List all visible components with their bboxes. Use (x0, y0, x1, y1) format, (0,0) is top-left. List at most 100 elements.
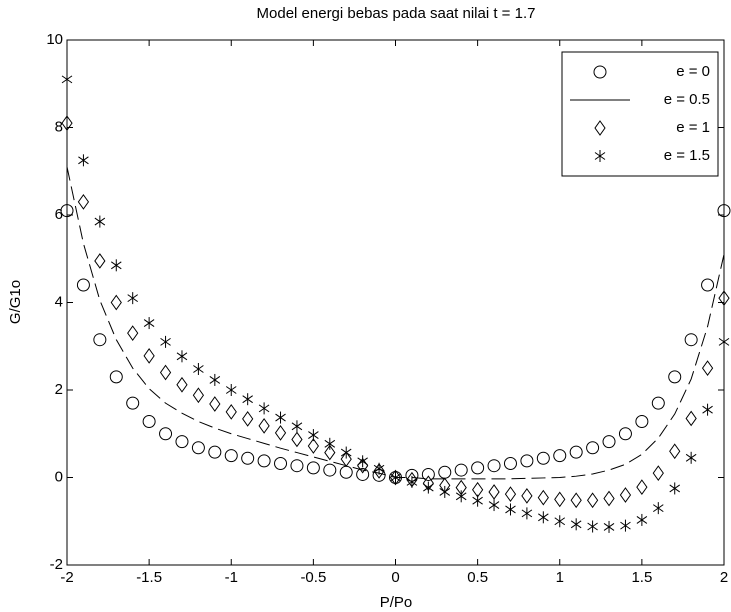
marker-stroke (308, 431, 319, 439)
marker (176, 376, 188, 393)
x-tick-label: -2 (60, 569, 73, 586)
marker-stroke (669, 484, 681, 493)
marker (636, 479, 648, 495)
marker-diamond (488, 484, 500, 500)
marker (159, 364, 172, 381)
marker-diamond (521, 488, 533, 504)
marker (94, 253, 106, 269)
marker (472, 481, 484, 498)
marker (291, 431, 303, 448)
marker-diamond (373, 463, 385, 479)
marker-stroke (258, 404, 270, 413)
marker (594, 120, 606, 136)
marker (257, 454, 271, 468)
marker-diamond (685, 410, 697, 427)
marker-circle (274, 457, 288, 470)
marker-diamond (94, 253, 106, 269)
y-tick-label: 10 (46, 31, 63, 48)
x-tick-label: -0.5 (300, 569, 326, 586)
marker (127, 292, 138, 305)
marker-stroke (242, 395, 253, 404)
marker-stroke (324, 439, 336, 448)
marker (357, 455, 368, 468)
marker (619, 487, 632, 503)
marker-circle (487, 459, 501, 473)
marker-circle (93, 333, 107, 347)
marker-diamond (127, 325, 139, 341)
y-tick-label: 6 (55, 206, 63, 223)
marker (569, 445, 583, 459)
marker (553, 449, 567, 463)
marker (76, 278, 90, 292)
series-line (66, 166, 725, 480)
marker-circle (159, 427, 173, 441)
marker (110, 259, 122, 272)
marker (406, 475, 418, 488)
x-tick-label: 0.5 (467, 569, 488, 586)
marker (594, 150, 606, 162)
marker-stroke (702, 405, 713, 414)
marker-diamond (570, 492, 582, 509)
marker-circle (569, 445, 583, 459)
marker-stroke (61, 75, 73, 84)
marker (701, 278, 715, 292)
y-tick-label: 8 (55, 118, 63, 135)
legend-box (561, 51, 719, 177)
marker (618, 427, 632, 441)
legend-label: e = 0.5 (664, 91, 710, 108)
marker (669, 482, 681, 495)
marker-circle (306, 461, 320, 475)
marker-diamond (307, 438, 319, 454)
marker (554, 491, 566, 508)
marker (225, 404, 237, 420)
legend-label: e = 1.5 (664, 147, 710, 164)
marker (127, 325, 139, 341)
marker-stroke (472, 496, 483, 505)
x-tick-label: 0 (391, 569, 399, 586)
y-tick-label: 0 (55, 468, 63, 485)
marker-stroke (94, 217, 106, 226)
marker (521, 507, 533, 520)
marker-stroke (390, 473, 401, 482)
marker-circle (471, 461, 485, 475)
marker-diamond (619, 487, 632, 503)
marker (209, 373, 221, 386)
marker (635, 415, 649, 428)
marker (160, 335, 171, 348)
marker-circle (60, 204, 74, 218)
marker (653, 502, 664, 515)
marker-diamond (77, 194, 90, 210)
marker-stroke (225, 386, 237, 394)
marker (684, 333, 698, 347)
marker-stroke (505, 505, 516, 514)
marker-circle (421, 467, 435, 481)
marker (603, 490, 615, 507)
marker-stroke (406, 477, 418, 486)
marker-diamond (652, 465, 664, 481)
marker-stroke (521, 509, 533, 518)
marker-circle (339, 465, 353, 479)
marker (472, 494, 483, 507)
marker (159, 427, 173, 441)
marker-circle (142, 415, 156, 428)
marker (373, 462, 385, 475)
marker-circle (701, 278, 715, 292)
marker (192, 387, 205, 404)
marker-diamond (701, 360, 714, 376)
marker (438, 465, 452, 479)
y-tick-label: 2 (55, 381, 63, 398)
marker (504, 486, 517, 502)
marker-stroke (455, 492, 467, 501)
marker (241, 451, 255, 465)
marker-diamond (192, 387, 205, 404)
x-axis-label: P/Po (380, 594, 413, 611)
legend-label: e = 0 (676, 63, 710, 80)
marker-diamond (209, 396, 221, 412)
marker (258, 418, 270, 434)
marker (275, 411, 286, 424)
marker (620, 519, 631, 532)
marker-circle (191, 441, 205, 455)
marker (242, 393, 253, 406)
marker (307, 438, 319, 454)
